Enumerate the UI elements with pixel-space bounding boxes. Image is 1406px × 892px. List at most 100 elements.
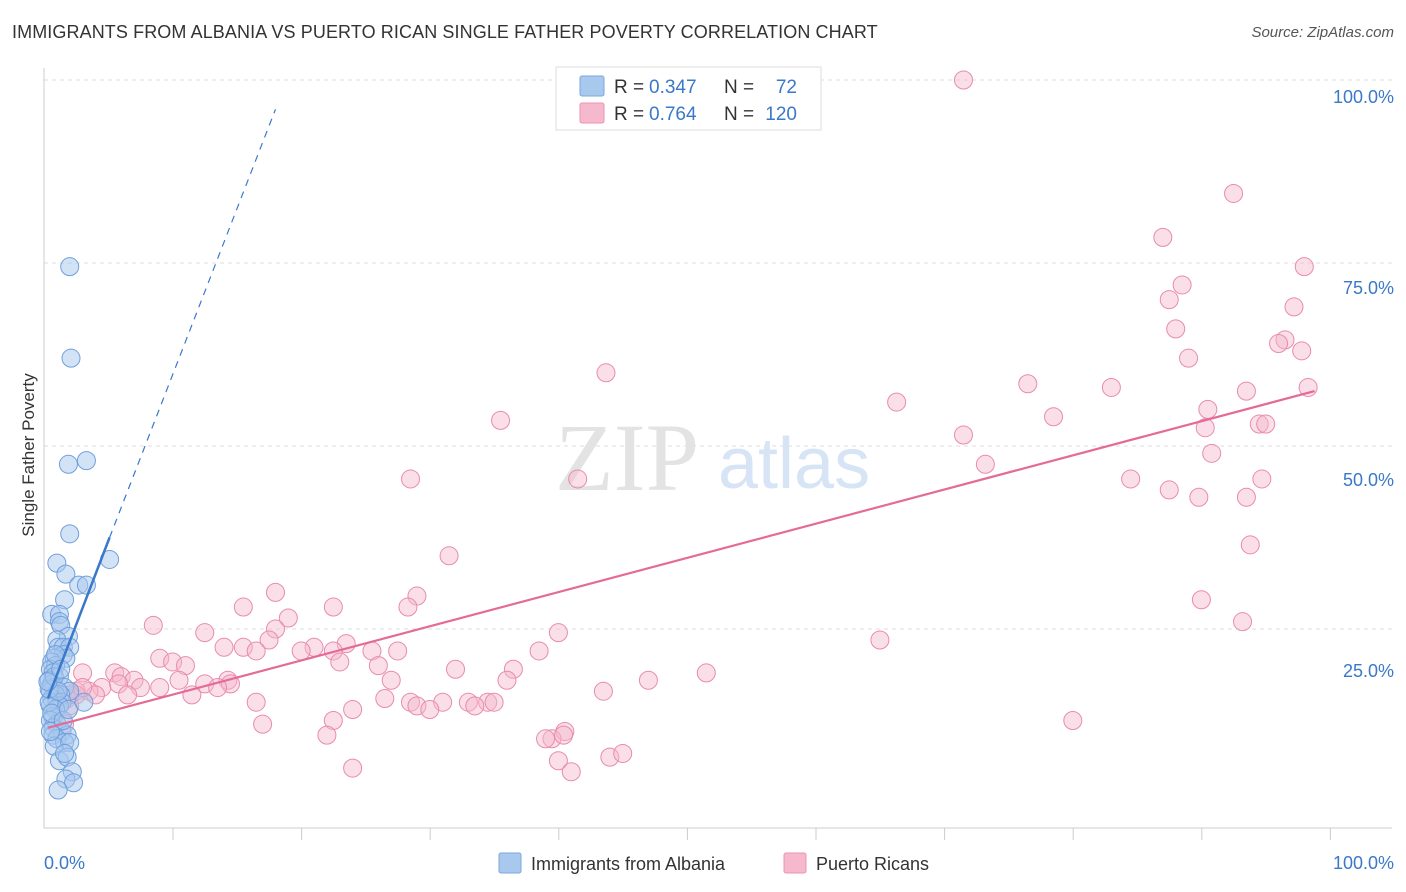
watermark-atlas: atlas: [718, 424, 870, 504]
puerto-ricans-point: [1166, 319, 1186, 339]
puerto-ricans-point: [1294, 257, 1314, 277]
puerto-ricans-point: [253, 714, 273, 734]
y-tick-label-25: 25.0%: [1343, 661, 1394, 681]
albania-point: [64, 773, 84, 793]
puerto-ricans-point: [368, 656, 388, 676]
bottom-legend-albania: Immigrants from Albania: [531, 854, 726, 874]
legend-swatch-albania: [579, 75, 605, 97]
puerto-ricans-point: [1256, 414, 1276, 434]
albania-point: [76, 451, 96, 471]
puerto-ricans-point: [259, 630, 279, 650]
puerto-ricans-point: [554, 725, 574, 745]
albania-point: [60, 257, 80, 277]
puerto-ricans-point: [1236, 381, 1256, 401]
legend-r-value-1: 0.347: [649, 77, 697, 98]
source-label: Source: ZipAtlas.com: [1251, 24, 1394, 41]
puerto-ricans-point: [548, 751, 568, 771]
puerto-ricans-point: [1195, 418, 1215, 438]
gridlines: [44, 79, 1392, 630]
puerto-ricans-point: [953, 70, 973, 90]
puerto-ricans-point: [195, 623, 215, 643]
albania-points: [38, 257, 120, 800]
puerto-ricans-point: [233, 597, 253, 617]
legend-r-label-2: R =: [614, 104, 644, 125]
puerto-ricans-point: [1018, 374, 1038, 394]
series-legend: Immigrants from Albania Puerto Ricans: [498, 852, 929, 874]
puerto-ricans-point: [343, 700, 363, 720]
puerto-ricans-point: [407, 696, 427, 716]
bottom-legend-puerto-ricans: Puerto Ricans: [816, 854, 929, 874]
albania-point: [56, 564, 76, 584]
puerto-ricans-point: [1063, 711, 1083, 730]
bottom-swatch-albania: [498, 852, 522, 874]
albania-point: [61, 348, 81, 368]
watermark-zip: ZIP: [555, 404, 699, 511]
puerto-ricans-point: [548, 623, 568, 643]
puerto-ricans-point: [246, 641, 266, 661]
puerto-ricans-point: [465, 696, 485, 716]
x-axis-ticks: [172, 828, 1331, 840]
puerto-ricans-point: [1191, 590, 1211, 610]
puerto-ricans-point: [214, 637, 234, 657]
puerto-ricans-point: [401, 469, 421, 489]
puerto-ricans-point: [265, 582, 285, 602]
puerto-ricans-point: [596, 363, 616, 383]
puerto-ricans-point: [317, 725, 337, 745]
legend-swatch-puerto-ricans: [579, 102, 605, 124]
puerto-ricans-points: [55, 70, 1318, 782]
puerto-ricans-point: [388, 641, 408, 661]
puerto-ricans-point: [1202, 443, 1222, 463]
puerto-ricans-point: [887, 392, 907, 412]
puerto-ricans-point: [375, 689, 395, 709]
puerto-ricans-point: [1121, 469, 1141, 489]
albania-point: [74, 692, 94, 712]
albania-point: [60, 524, 80, 544]
y-tick-label-75: 75.0%: [1343, 278, 1394, 298]
chart-title: IMMIGRANTS FROM ALBANIA VS PUERTO RICAN …: [12, 22, 878, 42]
puerto-ricans-point: [975, 454, 995, 474]
trend-lines: [46, 109, 1315, 729]
albania-trend-line: [46, 537, 111, 699]
puerto-ricans-point: [105, 663, 125, 683]
puerto-ricans-point: [143, 615, 163, 635]
puerto-ricans-point: [600, 747, 620, 767]
albania-trend-extension: [109, 109, 277, 538]
x-tick-label-0: 0.0%: [44, 853, 85, 873]
legend-n-value-2: 120: [765, 104, 797, 125]
legend-n-value-1: 72: [776, 77, 797, 98]
puerto-ricans-point: [73, 663, 93, 683]
y-tick-label-50: 50.0%: [1343, 470, 1394, 490]
puerto-ricans-point: [246, 692, 266, 712]
puerto-ricans-point: [1252, 469, 1272, 489]
puerto-ricans-point: [1101, 377, 1121, 397]
puerto-ricans-point: [1159, 480, 1179, 500]
puerto-ricans-point: [169, 670, 189, 690]
puerto-ricans-point: [163, 652, 183, 672]
puerto-ricans-point: [561, 762, 581, 782]
puerto-ricans-point: [1284, 297, 1304, 317]
puerto-ricans-point: [330, 652, 350, 672]
albania-point: [48, 780, 68, 800]
puerto-ricans-point: [150, 648, 170, 668]
puerto-ricans-point: [1275, 330, 1295, 350]
puerto-ricans-point: [1224, 183, 1244, 203]
puerto-ricans-trend-line: [47, 390, 1315, 729]
puerto-ricans-point: [1189, 487, 1209, 507]
puerto-ricans-point: [953, 425, 973, 445]
puerto-ricans-point: [458, 692, 478, 712]
puerto-ricans-point: [291, 641, 311, 661]
puerto-ricans-point: [446, 659, 466, 679]
puerto-ricans-point: [1292, 341, 1312, 361]
albania-point: [55, 743, 75, 763]
puerto-ricans-point: [1233, 612, 1253, 632]
y-tick-label-100: 100.0%: [1333, 87, 1394, 107]
puerto-ricans-point: [118, 685, 138, 705]
puerto-ricans-point: [542, 729, 562, 749]
puerto-ricans-point: [1153, 227, 1173, 247]
puerto-ricans-point: [420, 700, 440, 720]
puerto-ricans-point: [1198, 399, 1218, 419]
legend-r-label-1: R =: [614, 77, 644, 98]
puerto-ricans-point: [323, 597, 343, 617]
puerto-ricans-point: [111, 667, 131, 687]
x-tick-label-100: 100.0%: [1333, 853, 1394, 873]
